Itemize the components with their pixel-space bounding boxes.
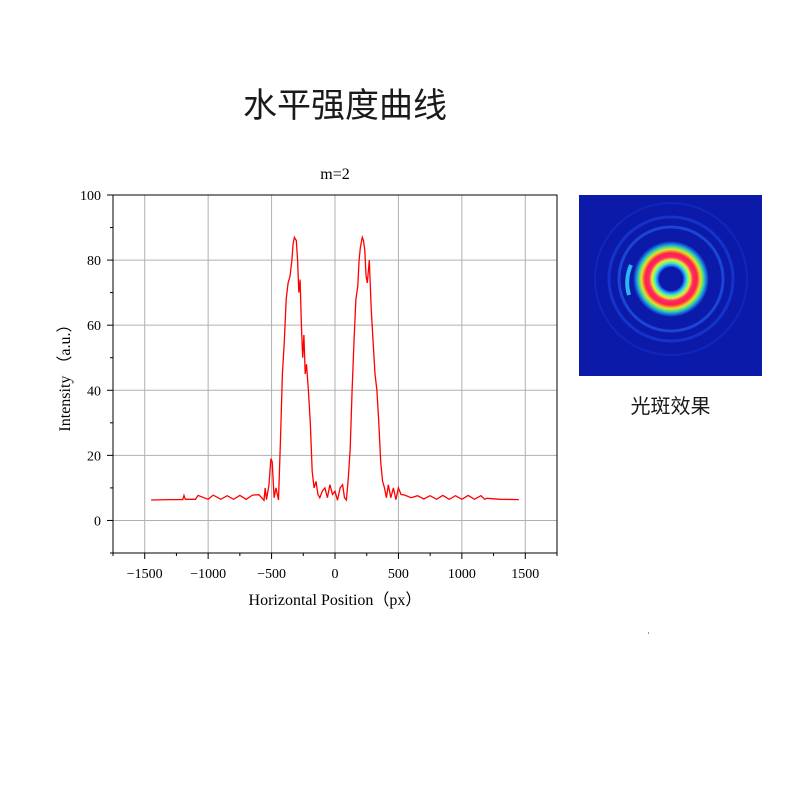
- y-tick-label: 40: [87, 384, 101, 399]
- y-tick-label: 20: [87, 449, 101, 464]
- beam-spot-image: [579, 195, 762, 376]
- x-axis-label: Horizontal Position（px）: [249, 591, 422, 609]
- x-tick-label: −1500: [127, 567, 163, 582]
- x-tick-label: −1000: [190, 567, 226, 582]
- chart-ticks: −1500 −1000 −500 0 500 1000 1500 0 20 40 60 80 100: [80, 189, 558, 582]
- x-tick-label: 0: [332, 567, 339, 582]
- y-tick-label: 0: [94, 514, 101, 529]
- chart-title: m=2: [320, 166, 349, 183]
- intensity-curve: [151, 234, 519, 502]
- y-axis-label: Intensity （a.u.）: [56, 316, 74, 431]
- x-tick-label: 1500: [511, 567, 539, 582]
- spot-caption: 光斑效果: [630, 394, 711, 418]
- x-tick-label: 500: [388, 567, 409, 582]
- page-title: 水平强度曲线: [243, 86, 447, 126]
- stray-dot: [648, 632, 649, 634]
- x-tick-label: 1000: [448, 567, 476, 582]
- y-tick-label: 60: [87, 319, 101, 334]
- x-tick-label: −500: [257, 567, 286, 582]
- y-tick-label: 80: [87, 254, 101, 269]
- chart-grid: [113, 194, 557, 553]
- y-tick-label: 100: [80, 189, 101, 204]
